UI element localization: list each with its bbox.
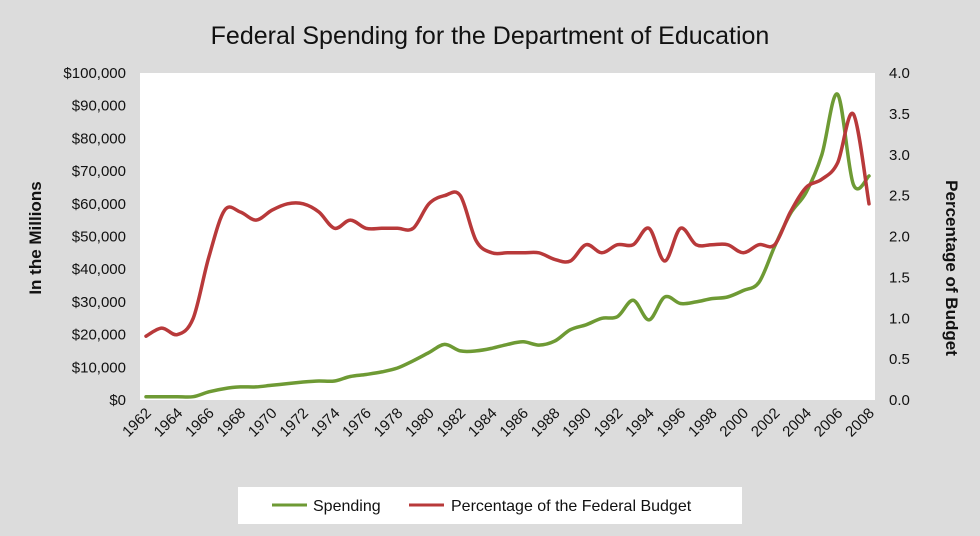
legend-label-spending: Spending <box>313 498 381 515</box>
y2-tick-label: 2.0 <box>889 229 910 246</box>
legend: Spending Percentage of the Federal Budge… <box>238 487 742 524</box>
y2-tick-label: 3.5 <box>889 106 910 123</box>
y2-axis-label: Percentage of Budget <box>942 180 961 356</box>
legend-box <box>238 487 742 524</box>
chart-title: Federal Spending for the Department of E… <box>211 22 770 50</box>
plot-area <box>140 73 875 400</box>
y-axis-ticks: $0 $10,000 $20,000 $30,000 $40,000 $50,000 $60… <box>63 65 126 409</box>
y-tick-label: $40,000 <box>72 261 126 278</box>
y-tick-label: $80,000 <box>72 130 126 147</box>
y-axis-label: In the Millions <box>26 181 45 294</box>
y2-tick-label: 2.5 <box>889 188 910 205</box>
y-tick-label: $10,000 <box>72 359 126 376</box>
y2-axis-ticks: 0.0 0.5 1.0 1.5 2.0 2.5 3.0 3.5 4.0 <box>889 65 910 409</box>
legend-label-percentage: Percentage of the Federal Budget <box>451 498 692 515</box>
y2-tick-label: 0.5 <box>889 351 910 368</box>
y-tick-label: $50,000 <box>72 229 126 246</box>
y-tick-label: $30,000 <box>72 294 126 311</box>
y-tick-label: $60,000 <box>72 196 126 213</box>
y-tick-label: $20,000 <box>72 327 126 344</box>
y2-tick-label: 1.0 <box>889 310 910 327</box>
y2-tick-label: 4.0 <box>889 65 910 82</box>
y2-tick-label: 1.5 <box>889 269 910 286</box>
y-tick-label: $70,000 <box>72 163 126 180</box>
y-tick-label: $0 <box>109 392 126 409</box>
y-tick-label: $90,000 <box>72 98 126 115</box>
y2-tick-label: 3.0 <box>889 147 910 164</box>
series-lines <box>144 92 871 399</box>
y2-tick-label: 0.0 <box>889 392 910 409</box>
percentage-line <box>144 111 871 338</box>
spending-line <box>144 92 871 399</box>
y-tick-label: $100,000 <box>63 65 126 82</box>
